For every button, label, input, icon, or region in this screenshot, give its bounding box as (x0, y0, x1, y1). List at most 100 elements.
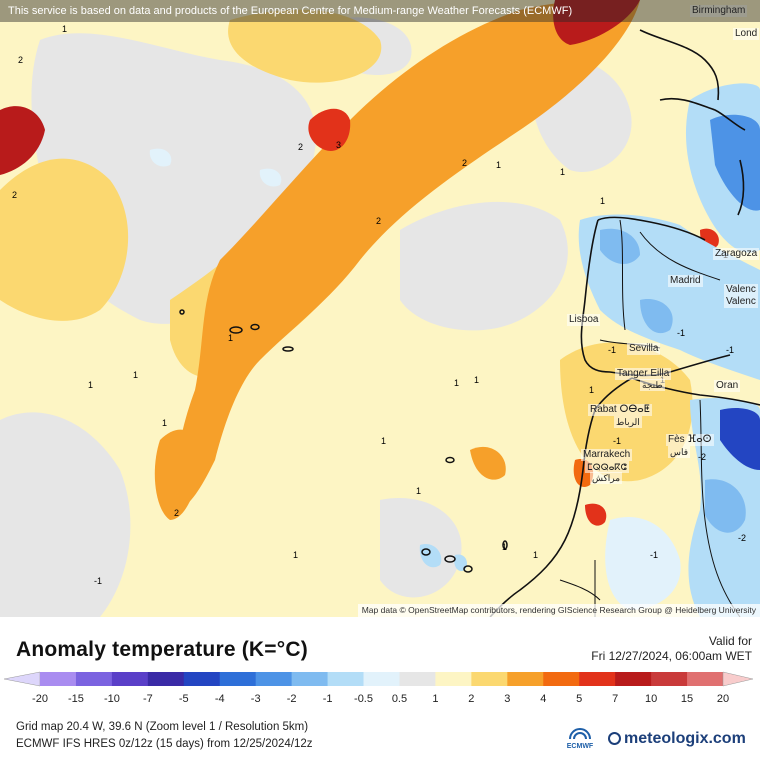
legend-swatch (111, 672, 149, 686)
map-attribution[interactable]: Map data © OpenStreetMap contributors, r… (357, 604, 760, 617)
legend-tick-label: 15 (681, 693, 693, 705)
legend-swatch (435, 672, 472, 686)
legend-tick-label: 5 (576, 693, 582, 705)
legend-tick-label: 7 (612, 693, 618, 705)
legend-swatch (543, 672, 580, 686)
legend-tick-label: -5 (179, 693, 189, 705)
legend-tick-label: -20 (32, 693, 48, 705)
isoline-label: 2 (18, 55, 24, 65)
map-area[interactable]: 1 2 2 2 3 2 2 1 1 1 1 1 1 1 1 2 1 1 1 1 … (0, 0, 760, 617)
isoline-label: 1 (381, 436, 387, 446)
brand-text: meteologix.com (624, 730, 746, 747)
legend-tick-label: 20 (717, 693, 729, 705)
city-label-madrid[interactable]: Madrid (668, 275, 703, 287)
valid-label: Valid for (708, 634, 752, 648)
legend-tick-label: -4 (215, 693, 225, 705)
city-label-valencia[interactable]: Valenc (724, 284, 758, 296)
legend-swatch (291, 672, 329, 686)
model-info: ECMWF IFS HRES 0z/12z (15 days) from 12/… (16, 738, 313, 750)
isoline-label: 1 (162, 418, 168, 428)
city-label-lisboa[interactable]: Lisboa (567, 314, 601, 326)
ecmwf-notice-banner: This service is based on data and produc… (0, 0, 760, 22)
legend-tick-label: 10 (645, 693, 657, 705)
city-label-fes-arabic: فاس (668, 446, 691, 458)
legend-tick-label: 0.5 (392, 693, 407, 705)
legend-swatch (255, 672, 293, 686)
legend-swatch (471, 672, 508, 686)
city-label-zaragoza[interactable]: Zaragoza (713, 248, 760, 260)
legend-swatch (399, 672, 436, 686)
isoline-label: 1 (496, 160, 502, 170)
meteologix-globe-icon (608, 732, 621, 745)
isoline-label: 1 (293, 550, 299, 560)
isoline-label: 1 (454, 378, 460, 388)
isoline-label: 1 (533, 550, 539, 560)
legend-swatch (579, 672, 616, 686)
city-label-tanger[interactable]: Tanger Eilla (615, 368, 672, 380)
isoline-label: 1 (88, 380, 94, 390)
city-label-london[interactable]: Lond (733, 28, 760, 40)
isoline-label: 1 (228, 333, 234, 343)
city-label-oran[interactable]: Oran (714, 380, 741, 392)
isoline-label: 1 (474, 375, 480, 385)
isoline-label: 1 (600, 196, 606, 206)
grid-info: Grid map 20.4 W, 39.6 N (Zoom level 1 / … (16, 721, 309, 733)
legend-swatch (183, 672, 221, 686)
legend-swatch (651, 672, 688, 686)
anomaly-field (0, 0, 760, 617)
isoline-label: 1 (560, 167, 566, 177)
isoline-label: 2 (298, 142, 304, 152)
legend-swatch (687, 672, 724, 686)
color-legend: -20 -15 -10 -7 -5 -4 -3 -2 -1 -0.5 0.5 1 2 3 4 5 7 10 15 20 (0, 670, 760, 710)
legend-tick-label: -0.5 (354, 693, 373, 705)
city-label-valencia[interactable]: Valenc (724, 296, 758, 308)
meteologix-logo[interactable]: meteologix.com (608, 730, 746, 748)
legend-arrow-high (722, 671, 754, 687)
legend-swatch (40, 672, 77, 686)
legend-arrow-low (3, 671, 41, 687)
ecmwf-logo-icon (569, 728, 591, 740)
isoline-label: 1 (589, 385, 595, 395)
isoline-label: 2 (12, 190, 18, 200)
isoline-label: 3 (336, 140, 342, 150)
isoline-label: 1 (62, 24, 68, 34)
isoline-label: -2 (738, 533, 747, 543)
isoline-label: -1 (650, 550, 659, 560)
isoline-label: 1 (133, 370, 139, 380)
legend-tick-label: -10 (104, 693, 120, 705)
legend-swatch (615, 672, 652, 686)
legend-tick-label: 1 (432, 693, 438, 705)
legend-tick-label: -7 (143, 693, 153, 705)
city-label-tanger-arabic: طنجة (640, 379, 665, 391)
valid-time: Fri 12/27/2024, 06:00am WET (591, 649, 752, 663)
isoline-label: -2 (698, 452, 707, 462)
isoline-label: 2 (174, 508, 180, 518)
isoline-label: 2 (376, 216, 382, 226)
city-label-rabat-arabic: الرباط (614, 416, 642, 428)
isoline-label: -1 (677, 328, 686, 338)
legend-tick-label: 3 (504, 693, 510, 705)
city-label-marrakech[interactable]: Marrakech (581, 449, 633, 461)
ecmwf-logo[interactable]: ECMWF (562, 727, 598, 750)
legend-swatch (75, 672, 113, 686)
city-label-sevilla[interactable]: Sevilla (627, 343, 661, 355)
isoline-label: 1 (502, 542, 508, 552)
legend-swatch (327, 672, 365, 686)
legend-swatch (363, 672, 400, 686)
city-label-rabat[interactable]: Rabat ⵔⴱⴰⵟ (588, 404, 652, 416)
legend-tick-label: -1 (323, 693, 333, 705)
legend-tick-label: -2 (287, 693, 297, 705)
isoline-label: -1 (726, 345, 735, 355)
legend-tick-label: 4 (540, 693, 546, 705)
isoline-label: -1 (608, 345, 617, 355)
legend-swatch (219, 672, 257, 686)
isoline-label: -1 (94, 576, 103, 586)
legend-tick-label: 2 (468, 693, 474, 705)
city-label-fes[interactable]: Fès ⴼⴰⵙ (666, 434, 714, 446)
legend-swatch (507, 672, 544, 686)
legend-swatch (147, 672, 185, 686)
city-label-birmingham[interactable]: Birmingham (690, 5, 748, 17)
isoline-label: 1 (416, 486, 422, 496)
ecmwf-logo-text: ECMWF (566, 743, 594, 750)
map-title: Anomaly temperature (K=°C) (16, 638, 308, 661)
